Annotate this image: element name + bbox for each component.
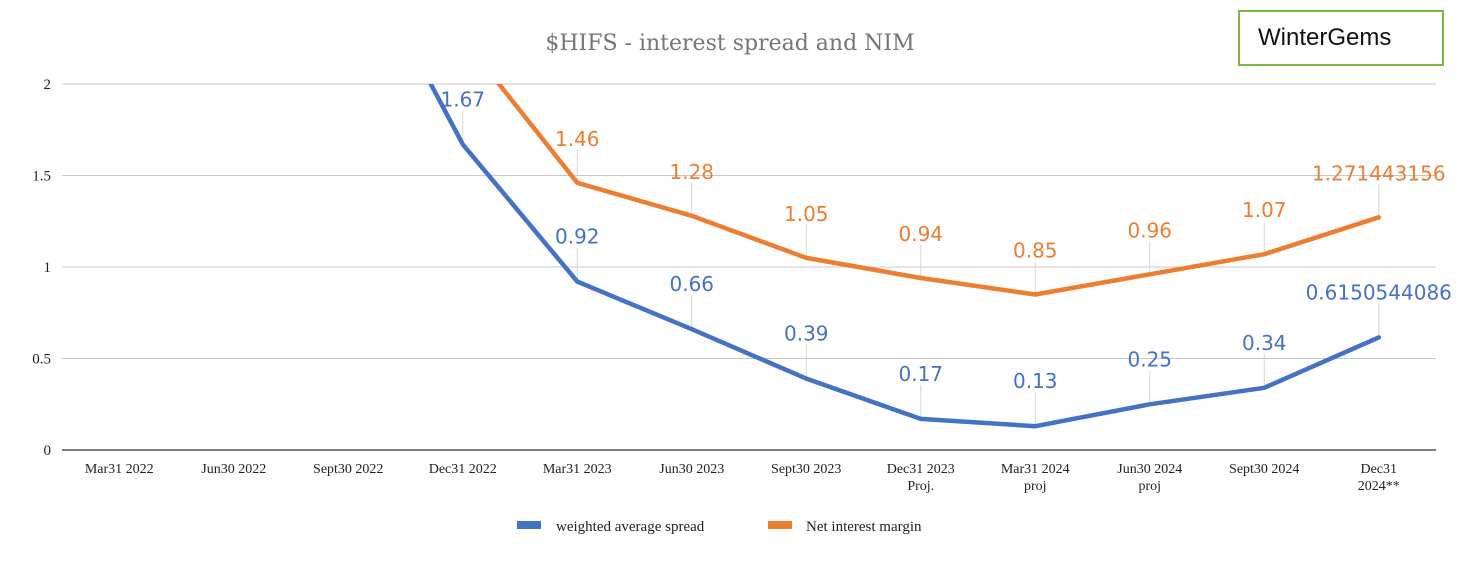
data-labels: 1.67 0.92 0.66 0.39 0.17 0.13 0.25 0.34 0.615054… xyxy=(440,87,1451,393)
data-label: 0.66 xyxy=(669,272,714,296)
watermark: WinterGems xyxy=(1238,10,1444,66)
data-label: 0.34 xyxy=(1242,331,1287,355)
legend-swatch-spread xyxy=(517,521,541,529)
series-line-0 xyxy=(428,84,1382,429)
x-tick-label: Dec31 2022 xyxy=(429,462,497,477)
series-lines xyxy=(428,84,1382,429)
series-line-1 xyxy=(496,84,1382,297)
data-label: 1.67 xyxy=(440,87,485,111)
legend: weighted average spread Net interest mar… xyxy=(517,519,922,535)
y-tick-label: 2 xyxy=(44,77,52,93)
x-tick-label: Dec31 2024** xyxy=(1358,462,1400,494)
legend-label-nim: Net interest margin xyxy=(806,519,922,535)
x-tick-label: Sept30 2022 xyxy=(313,462,383,477)
data-label-leaders xyxy=(462,110,1380,425)
data-label: 1.05 xyxy=(784,202,829,226)
data-label: 1.46 xyxy=(555,127,600,151)
y-tick-label: 0 xyxy=(44,443,52,459)
data-label: 0.92 xyxy=(555,225,600,249)
x-tick-label: Sept30 2023 xyxy=(771,462,841,477)
data-label: 1.07 xyxy=(1242,198,1287,222)
x-tick-label: Mar31 2024 proj xyxy=(1001,462,1070,494)
x-tick-label: Sept30 2024 xyxy=(1229,462,1299,477)
x-tick-label: Dec31 2023 Proj. xyxy=(887,462,955,494)
data-label: 0.94 xyxy=(898,222,943,246)
data-label: 1.28 xyxy=(669,160,714,184)
legend-swatch-nim xyxy=(768,521,792,529)
x-tick-label: Jun30 2023 xyxy=(659,462,724,477)
y-axis-ticks: 0 0.5 1 1.5 2 xyxy=(32,77,51,459)
x-axis-ticks: Mar31 2022 Jun30 2022 Sept30 2022 Dec31 202… xyxy=(85,462,1400,494)
x-tick-label: Mar31 2022 xyxy=(85,462,154,477)
legend-label-spread: weighted average spread xyxy=(556,519,705,535)
data-label: 0.17 xyxy=(898,362,943,386)
watermark-text: WinterGems xyxy=(1258,24,1392,51)
data-label: 0.85 xyxy=(1013,238,1058,262)
gridlines xyxy=(62,83,1436,451)
x-tick-label: Jun30 2022 xyxy=(201,462,266,477)
y-tick-label: 1 xyxy=(44,260,52,276)
x-tick-label: Mar31 2023 xyxy=(543,462,612,477)
data-label: 0.96 xyxy=(1127,218,1172,242)
data-label: 1.271443156 xyxy=(1312,161,1446,185)
y-tick-label: 0.5 xyxy=(32,352,51,368)
data-label: 0.6150544086 xyxy=(1306,280,1452,304)
chart-title: $HIFS - interest spread and NIM xyxy=(545,31,914,56)
data-label: 0.39 xyxy=(784,322,829,346)
x-tick-label: Jun30 2024 proj xyxy=(1117,462,1182,494)
data-label: 0.13 xyxy=(1013,369,1058,393)
y-tick-label: 1.5 xyxy=(32,169,51,185)
data-label: 0.25 xyxy=(1127,347,1172,371)
